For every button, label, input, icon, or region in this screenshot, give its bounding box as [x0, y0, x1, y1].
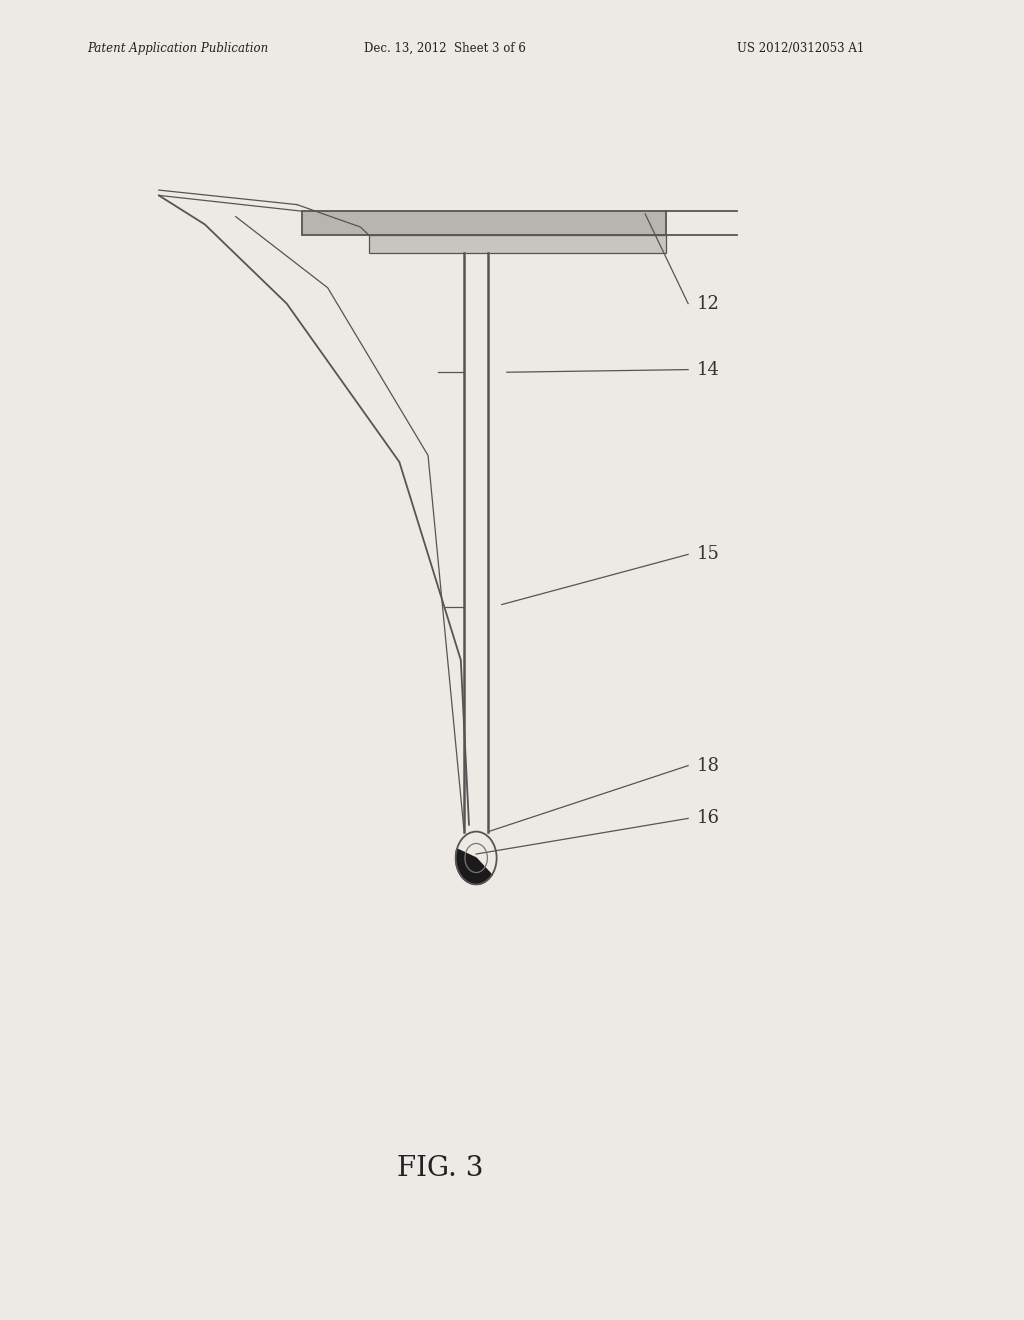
Polygon shape — [369, 235, 666, 253]
Text: 15: 15 — [696, 545, 719, 564]
Text: FIG. 3: FIG. 3 — [397, 1155, 483, 1181]
Text: 12: 12 — [696, 294, 719, 313]
Text: 18: 18 — [696, 756, 719, 775]
Text: 16: 16 — [696, 809, 719, 828]
Text: US 2012/0312053 A1: US 2012/0312053 A1 — [737, 42, 864, 55]
Polygon shape — [302, 211, 666, 235]
Text: 14: 14 — [696, 360, 719, 379]
Wedge shape — [456, 849, 492, 884]
Text: Dec. 13, 2012  Sheet 3 of 6: Dec. 13, 2012 Sheet 3 of 6 — [364, 42, 525, 55]
Text: Patent Application Publication: Patent Application Publication — [87, 42, 268, 55]
